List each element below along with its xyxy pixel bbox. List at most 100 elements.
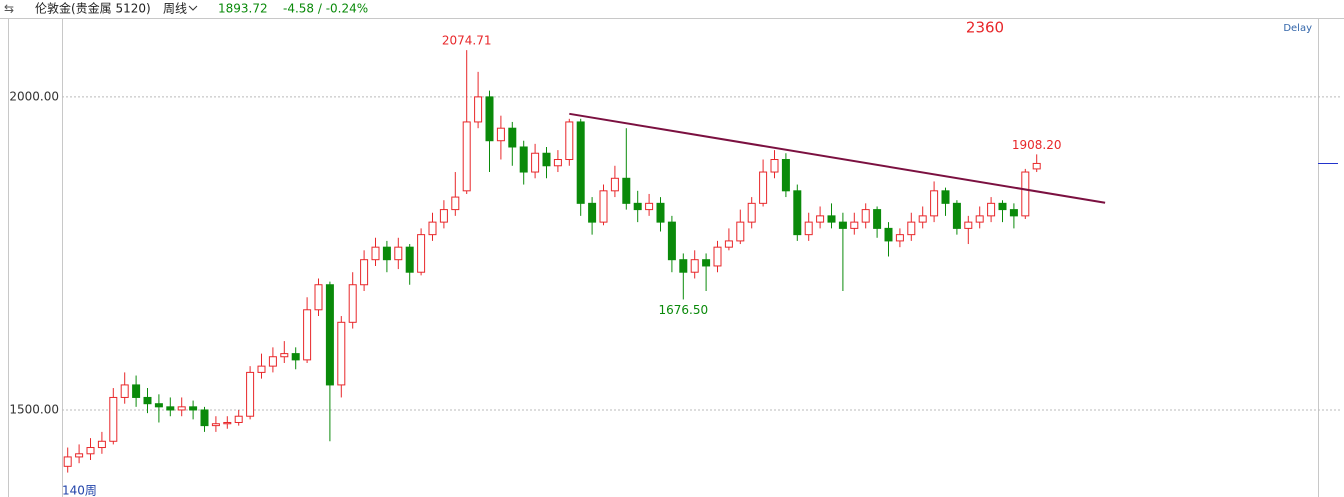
candle-body [75, 453, 84, 458]
candle-body [462, 121, 471, 192]
candle-body [268, 356, 277, 367]
candle-body [975, 215, 984, 223]
candle-body [519, 146, 528, 173]
candle-body [930, 190, 939, 217]
candle-body [531, 152, 540, 173]
candle-body [474, 96, 483, 123]
high-annotation: 2074.71 [442, 34, 492, 48]
candle-body [154, 403, 163, 408]
candle-body [132, 384, 141, 398]
candle-body [211, 423, 220, 427]
candle-body [451, 196, 460, 211]
candle-body [325, 284, 334, 386]
candle-body [861, 209, 870, 223]
candle-body [1032, 162, 1041, 170]
candle-body [143, 396, 152, 405]
candle-body [781, 159, 790, 192]
candle-body [485, 96, 494, 142]
y-tick-label: 1500.00 [9, 402, 59, 416]
candle-body [998, 202, 1007, 211]
candle-body [736, 221, 745, 242]
candle-body [496, 127, 505, 142]
candle-body [291, 353, 300, 361]
candle-body [987, 202, 996, 217]
candle-body [679, 259, 688, 273]
candle-body [895, 234, 904, 242]
candle-body [793, 190, 802, 236]
candle-body [610, 177, 619, 192]
candle-body [246, 371, 255, 417]
candle-body [747, 202, 756, 223]
candle-body [656, 202, 665, 223]
candle-body [177, 406, 186, 411]
candle-body [120, 384, 129, 398]
candle-body [86, 447, 95, 455]
candle-body [770, 159, 779, 173]
candle-body [223, 421, 232, 425]
candle-body [759, 171, 768, 204]
candle-body [565, 121, 574, 161]
candle-body [428, 221, 437, 236]
price-change: -4.58 / -0.24% [283, 2, 368, 16]
candle-body [337, 321, 346, 386]
candle-body [645, 202, 654, 211]
period-chevron[interactable] [188, 5, 198, 11]
trendline [569, 112, 1106, 204]
candle-body [804, 221, 813, 236]
candle-body [439, 209, 448, 223]
candle-body [542, 152, 551, 167]
candle-body [816, 215, 825, 223]
candle-body [952, 202, 961, 229]
candle-body [280, 353, 289, 358]
candle-body [508, 127, 517, 148]
candle-body [838, 221, 847, 229]
candle-body [599, 190, 608, 223]
candle-body [314, 284, 323, 311]
candle-body [109, 396, 118, 442]
candle-body [200, 409, 209, 427]
candle-body [1021, 171, 1030, 217]
swap-icon[interactable]: ⇆ [4, 2, 14, 16]
low-annotation: 1676.50 [658, 303, 708, 317]
bar-count: 140周 [62, 484, 97, 497]
candle-body [417, 234, 426, 273]
candle-body [667, 221, 676, 261]
candle-body [964, 221, 973, 229]
candle-body [724, 240, 733, 248]
candle-body [360, 259, 369, 286]
candle-body [873, 209, 882, 229]
delay: Delay [1283, 23, 1312, 34]
symbol[interactable]: 伦敦金(贵金属 5120) [35, 1, 151, 16]
candle-body [348, 284, 357, 323]
candle-body [850, 221, 859, 229]
candle-body [1009, 209, 1018, 217]
candle-body [63, 456, 72, 467]
candle-body [405, 246, 414, 273]
last-price: 1893.72 [218, 2, 268, 16]
candle-body [713, 246, 722, 267]
candle-body [303, 309, 312, 361]
candle-body [553, 159, 562, 167]
candle-body [97, 440, 106, 449]
candle-body [588, 202, 597, 223]
candle-body [166, 406, 175, 411]
candle-body [234, 415, 243, 423]
candle-body [941, 190, 950, 204]
candle-body [702, 259, 711, 267]
candle-body [394, 246, 403, 261]
candle-body [576, 121, 585, 204]
y-tick-label: 2000.00 [9, 89, 59, 103]
period[interactable]: 周线 [163, 2, 187, 16]
candle-body [907, 221, 916, 236]
candle-body [382, 246, 391, 261]
candle-body [189, 406, 198, 411]
candle-body [257, 365, 266, 373]
candle-body [371, 246, 380, 261]
candle-body [690, 259, 699, 273]
candle-body [918, 215, 927, 223]
note: 2360 [966, 19, 1004, 37]
candle-body [884, 227, 893, 242]
candle-body [633, 202, 642, 211]
high-annotation: 1908.20 [1012, 138, 1062, 152]
